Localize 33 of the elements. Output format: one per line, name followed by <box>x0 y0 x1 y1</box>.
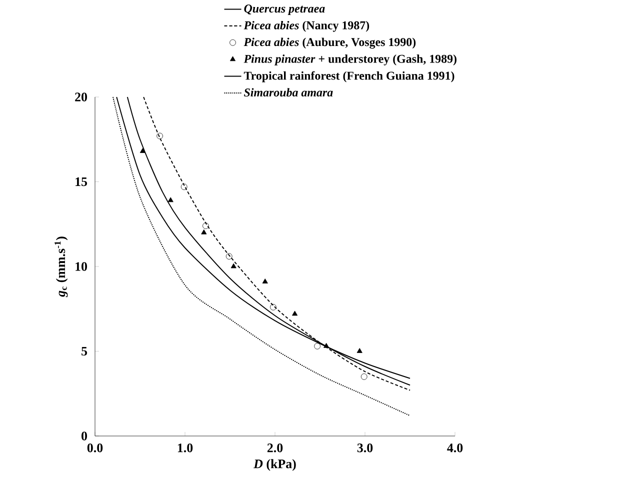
x-axis-title: D (kPa) <box>254 459 296 471</box>
x-tick-label: 4.0 <box>447 444 463 452</box>
point <box>230 263 236 268</box>
x-tick-label: 2.0 <box>267 444 283 452</box>
legend-label: Picea abies (Aubure, Vosges 1990) <box>244 38 416 49</box>
point <box>262 278 268 284</box>
x-tick-label: 1.0 <box>178 444 193 452</box>
point <box>168 197 174 202</box>
point <box>201 229 207 234</box>
point <box>180 184 188 190</box>
point <box>360 373 368 380</box>
y-tick-label: 5 <box>82 346 88 356</box>
point <box>226 253 232 260</box>
x-tick-label: 3.0 <box>357 444 373 452</box>
point <box>270 304 276 310</box>
x-tick-label: 0.0 <box>87 444 103 452</box>
legend-label: Tropical rainforest (French Guiana 1991) <box>244 71 454 82</box>
y-tick-label: 10 <box>76 262 88 271</box>
point <box>356 348 362 353</box>
y-tick-label: 0 <box>82 432 88 440</box>
legend-label: Pinus pinaster + understorey (Gash, 1989) <box>244 54 456 66</box>
legend-label: Picea abies (Nancy 1987) <box>244 20 370 32</box>
point <box>292 310 298 316</box>
y-axis-title: g$_{c}$ (mm.s$^{-1}$) <box>54 236 68 298</box>
legend-label: Simarouba amara <box>244 88 333 97</box>
point <box>314 342 320 350</box>
legend-label: Quercus petraea <box>244 4 325 16</box>
y-tick-label: 20 <box>75 92 88 102</box>
point <box>156 132 163 140</box>
point <box>140 148 146 153</box>
y-tick-label: 15 <box>76 177 88 186</box>
point <box>324 342 330 348</box>
point <box>202 222 209 230</box>
